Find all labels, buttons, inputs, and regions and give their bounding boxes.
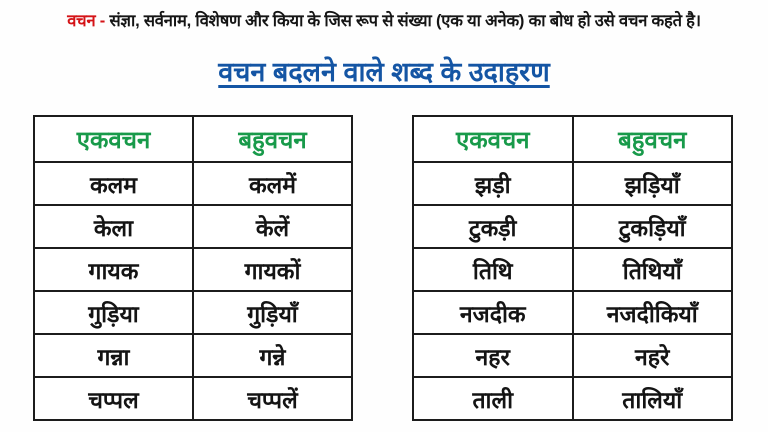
singular-word: नहर [412, 333, 574, 378]
singular-word: गायक [33, 247, 194, 292]
plural-word: गुड़ियाँ [192, 290, 353, 335]
table-row: गन्ना गन्ने [33, 333, 353, 378]
column-header-plural: बहुवचन [192, 115, 353, 163]
singular-word: केला [33, 204, 194, 249]
singular-word: नजदीक [412, 290, 574, 335]
column-header-plural: बहुवचन [571, 115, 733, 163]
column-header-singular: एकवचन [33, 115, 194, 163]
table-row: केला केलें [33, 204, 353, 249]
singular-word: कलम [33, 161, 194, 206]
singular-word: झड़ी [412, 161, 574, 206]
table-row: कलम कलमें [33, 161, 353, 206]
table-header-row: एकवचन बहुवचन [33, 115, 353, 163]
plural-word: तिथियाँ [571, 247, 733, 292]
column-header-singular: एकवचन [412, 115, 574, 163]
table-row: तिथि तिथियाँ [412, 247, 733, 292]
plural-word: गायकों [192, 247, 353, 292]
plural-word: टुकड़ियाँ [571, 204, 733, 249]
table-row: चप्पल चप्पलें [33, 376, 353, 421]
vachan-definition-text: संज्ञा, सर्वनाम, विशेषण और किया के जिस र… [105, 12, 701, 30]
plural-word: नहरे [571, 333, 733, 378]
plural-word: कलमें [192, 161, 353, 206]
plural-word: झड़ियाँ [571, 161, 733, 206]
singular-word: टुकड़ी [412, 204, 574, 249]
table-row: गायक गायकों [33, 247, 353, 292]
table-row: झड़ी झड़ियाँ [412, 161, 733, 206]
table-row: नहर नहरे [412, 333, 733, 378]
table-row: गुड़िया गुड़ियाँ [33, 290, 353, 335]
singular-plural-table-left: एकवचन बहुवचन कलम कलमें केला केलें गायक ग… [33, 115, 353, 421]
table-row: ताली तालियाँ [412, 376, 733, 421]
vachan-term: वचन - [67, 12, 106, 30]
plural-word: चप्पलें [192, 376, 353, 421]
vachan-definition-line: वचन - संज्ञा, सर्वनाम, विशेषण और किया के… [0, 8, 768, 31]
singular-word: तिथि [412, 247, 574, 292]
singular-word: गुड़िया [33, 290, 194, 335]
plural-word: तालियाँ [571, 376, 733, 421]
plural-word: गन्ने [192, 333, 353, 378]
table-row: टुकड़ी टुकड़ियाँ [412, 204, 733, 249]
plural-word: केलें [192, 204, 353, 249]
singular-word: ताली [412, 376, 574, 421]
plural-word: नजदीकियाँ [571, 290, 733, 335]
table-header-row: एकवचन बहुवचन [412, 115, 733, 163]
page-title: वचन बदलने वाले शब्द के उदाहरण [218, 57, 550, 87]
singular-word: गन्ना [33, 333, 194, 378]
table-row: नजदीक नजदीकियाँ [412, 290, 733, 335]
singular-plural-table-right: एकवचन बहुवचन झड़ी झड़ियाँ टुकड़ी टुकड़िय… [412, 115, 733, 421]
singular-word: चप्पल [33, 376, 194, 421]
